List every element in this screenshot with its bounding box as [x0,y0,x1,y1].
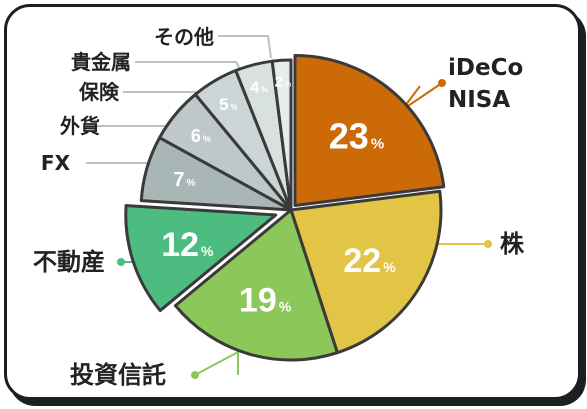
value-label-iDeCo-NISA: 23% [329,116,384,157]
pie-labels: 23 % iDeCo NISA 22 % 株 19 % 投資信託 12 % 不動産 7 % FX 6 % 外貨 5 % 保… [33,25,525,389]
slice-株 [289,189,443,355]
slice-iDeCo-NISA [293,53,446,207]
slice-その他 [270,58,293,212]
value-label-FX: 7% [173,169,195,191]
value-label-外貨: 6% [191,126,211,146]
category-label-保険: 保険 [78,80,120,104]
leader-dot-不動産 [117,258,125,266]
leader-line-投資信託 [194,350,239,376]
leader-dot-iDeCo-NISA [438,79,446,87]
value-label-投資信託: 19% [239,282,292,320]
value-label-株: 22% [343,242,396,280]
leader-line-その他 [218,35,272,59]
value-label-貴金属: 4% [250,79,268,96]
value-label-不動産: 12% [161,226,214,264]
leader-dot-株 [484,240,492,248]
category-label-株: 株 [500,230,525,258]
value-label-保険: 5% [219,95,238,114]
category-label-iDeCo-NISA: iDeCo NISA [448,55,523,113]
leader-dot-投資信託 [191,371,199,379]
category-label-貴金属: 貴金属 [71,50,131,74]
value-label-その他: 2% [275,74,292,91]
category-label-不動産: 不動産 [33,248,105,276]
category-label-FX: FX [41,151,71,175]
category-label-その他: その他 [154,25,214,49]
pie-slices [124,53,446,362]
slice-不動産 [124,204,278,313]
category-label-外貨: 外貨 [60,114,100,138]
category-label-投資信託: 投資信託 [70,361,166,389]
slice-投資信託 [173,208,339,362]
leader-lines [86,35,492,379]
